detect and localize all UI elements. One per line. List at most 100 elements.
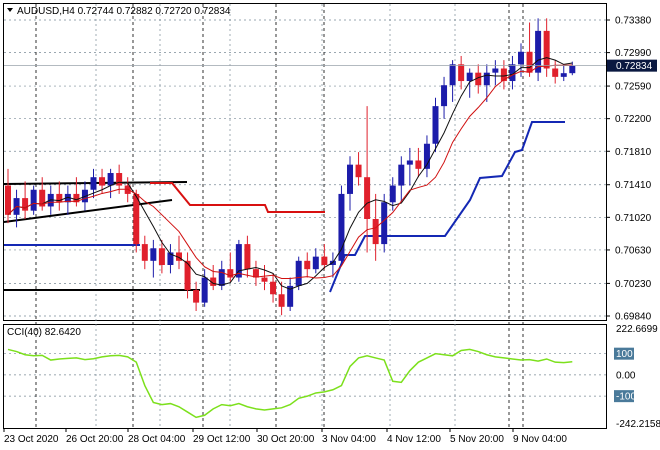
candle-body bbox=[201, 277, 208, 303]
candlestick-series bbox=[5, 18, 576, 316]
candle-body bbox=[381, 202, 388, 245]
candle-body bbox=[56, 193, 63, 203]
candle-body bbox=[73, 193, 80, 203]
candle-body bbox=[107, 173, 114, 186]
cci-tick-label: -100 bbox=[616, 392, 636, 403]
candle-body bbox=[355, 164, 362, 178]
candle-body bbox=[389, 185, 396, 203]
blue-trailing-stop bbox=[329, 121, 565, 293]
candle-body bbox=[492, 68, 499, 73]
candle-body bbox=[466, 72, 473, 82]
time-tick-label: 26 Oct 20:00 bbox=[66, 434, 124, 445]
price-tick-label: 0.71020 bbox=[615, 213, 652, 224]
cci-axis: 222.6699 100 0.00 -100 -242.2158 bbox=[614, 324, 660, 430]
channel-lower-line bbox=[3, 199, 173, 223]
candle-body bbox=[244, 244, 251, 270]
time-tick-label: 29 Oct 12:00 bbox=[193, 434, 251, 445]
candle-body bbox=[304, 260, 311, 270]
red-stop-line bbox=[150, 182, 325, 213]
price-tick-label: 0.71810 bbox=[615, 147, 652, 158]
candle-body bbox=[39, 189, 46, 207]
price-tick-label: 0.69840 bbox=[615, 312, 652, 323]
candle-body bbox=[99, 177, 106, 186]
time-tick-label: 9 Nov 04:00 bbox=[513, 434, 567, 445]
current-price-label: 0.72834 bbox=[616, 61, 653, 72]
cci-level-marker bbox=[614, 347, 634, 360]
candle-body bbox=[150, 248, 157, 261]
session-separators bbox=[35, 4, 524, 428]
candle-body bbox=[133, 193, 140, 245]
candle-body bbox=[252, 269, 259, 278]
candle-body bbox=[22, 198, 29, 211]
candle-body bbox=[5, 185, 11, 215]
time-axis: 23 Oct 2020 26 Oct 20:00 28 Oct 04:00 29 Oc… bbox=[3, 428, 567, 445]
cci-tick-label: 222.6699 bbox=[616, 324, 658, 335]
candle-body bbox=[518, 51, 524, 65]
candle-body bbox=[500, 68, 507, 82]
cci-tick-label: 0.00 bbox=[616, 370, 636, 381]
candle-body bbox=[475, 72, 482, 86]
candle-body bbox=[30, 189, 37, 211]
candle-body bbox=[64, 193, 71, 203]
symbol-dropdown-icon[interactable] bbox=[7, 8, 13, 12]
candle-body bbox=[535, 30, 542, 73]
price-tick-label: 0.71410 bbox=[615, 180, 652, 191]
candle-body bbox=[552, 68, 559, 77]
symbol-header: AUDUSD,H4 0.72744 0.72882 0.72720 0.7283… bbox=[17, 6, 231, 17]
candle-body bbox=[483, 72, 490, 86]
time-tick-label: 4 Nov 12:00 bbox=[387, 434, 441, 445]
candle-body bbox=[90, 177, 97, 190]
candle-body bbox=[227, 269, 234, 278]
time-tick-label: 28 Oct 04:00 bbox=[128, 434, 186, 445]
candle-body bbox=[210, 277, 217, 286]
candle-body bbox=[509, 64, 516, 82]
candle-body bbox=[543, 30, 550, 69]
price-panel-frame bbox=[3, 3, 607, 321]
candle-body bbox=[398, 164, 405, 186]
time-tick-label: 23 Oct 2020 bbox=[4, 434, 59, 445]
moving-averages bbox=[4, 57, 606, 290]
cci-line bbox=[7, 348, 573, 419]
price-tick-label: 0.70230 bbox=[615, 279, 652, 290]
time-tick-label: 3 Nov 04:00 bbox=[322, 434, 376, 445]
cci-tick-label: 100 bbox=[616, 349, 633, 360]
candle-body bbox=[218, 269, 225, 286]
candle-body bbox=[176, 252, 182, 261]
fast-ma-line bbox=[7, 57, 573, 290]
cci-label: CCI(40) 82.6420 bbox=[7, 327, 81, 338]
price-tick-label: 0.73380 bbox=[615, 16, 652, 27]
candle-body bbox=[338, 193, 345, 261]
candle-body bbox=[295, 260, 302, 286]
candle-body bbox=[560, 73, 567, 77]
cci-level-marker bbox=[614, 390, 634, 403]
time-tick-label: 5 Nov 20:00 bbox=[450, 434, 504, 445]
candle-body bbox=[235, 244, 242, 278]
candle-body bbox=[372, 219, 379, 245]
candle-body bbox=[141, 244, 148, 261]
price-tick-label: 0.70630 bbox=[615, 245, 652, 256]
candle-body bbox=[270, 281, 277, 295]
candle-body bbox=[184, 260, 191, 291]
candle-body bbox=[569, 65, 576, 74]
candle-body bbox=[449, 64, 456, 86]
indicator-overlays bbox=[3, 121, 565, 293]
candle-body bbox=[441, 85, 448, 107]
candle-body bbox=[415, 160, 422, 169]
cci-tick-label: -242.2158 bbox=[616, 419, 660, 430]
time-tick-label: 30 Oct 20:00 bbox=[257, 434, 315, 445]
candle-body bbox=[423, 143, 430, 169]
candle-body bbox=[526, 51, 533, 73]
cci-series bbox=[7, 348, 573, 419]
candle-body bbox=[458, 64, 465, 82]
candle-body bbox=[364, 177, 371, 220]
slow-ma-line bbox=[7, 64, 573, 279]
candle-body bbox=[432, 106, 439, 144]
price-axis: 0.73380 0.72990 0.72590 0.72200 0.71810 0.714… bbox=[606, 16, 657, 323]
candle-body bbox=[347, 164, 353, 194]
price-tick-label: 0.72590 bbox=[615, 82, 652, 93]
candle-body bbox=[312, 256, 319, 270]
candle-body bbox=[278, 294, 285, 307]
candle-body bbox=[158, 248, 165, 265]
candle-body bbox=[321, 256, 328, 265]
